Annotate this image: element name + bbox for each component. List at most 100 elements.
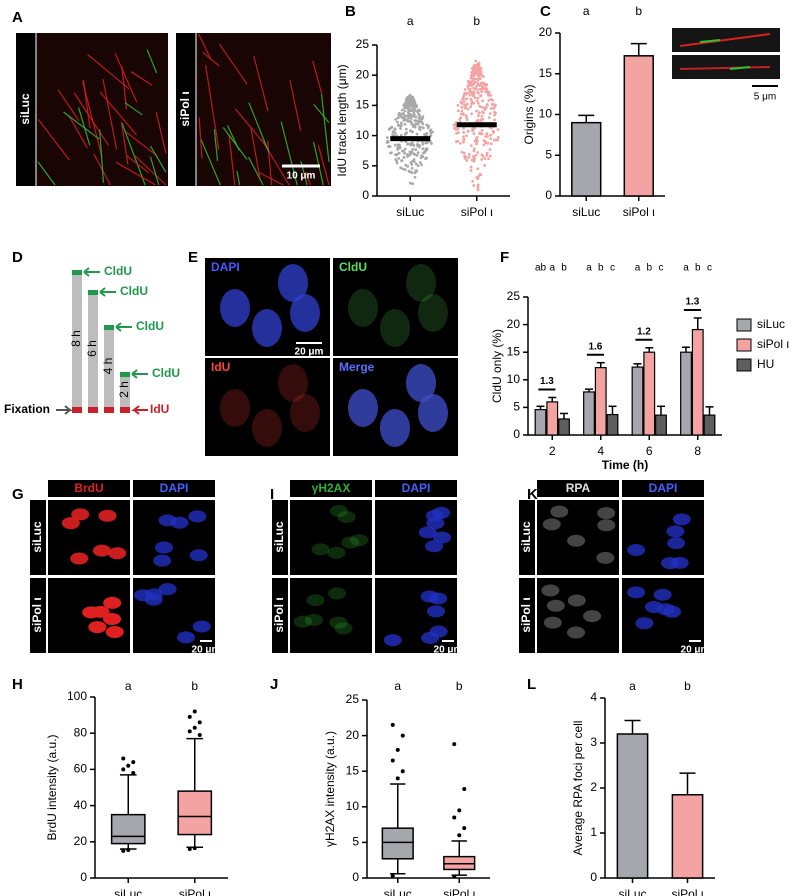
y-tick-label: 40 — [74, 798, 88, 812]
panel-letter: H — [12, 676, 23, 693]
point-cloud — [469, 165, 473, 169]
nucleus — [348, 289, 378, 327]
point-cloud — [425, 156, 428, 160]
point-cloud — [484, 135, 487, 139]
point-cloud — [395, 159, 399, 163]
point-cloud — [393, 143, 397, 147]
nucleus — [380, 309, 410, 347]
arrow — [131, 405, 148, 415]
nucleus — [176, 631, 195, 644]
point-cloud — [482, 106, 486, 110]
x-tick-label: 4 — [597, 444, 604, 458]
dna-fiber — [37, 161, 56, 186]
bar — [691, 328, 704, 436]
dna-fiber — [257, 171, 284, 186]
label-strip — [272, 578, 288, 653]
point-cloud — [472, 94, 475, 98]
point-cloud — [414, 115, 418, 119]
duration-label: 4 h — [101, 358, 115, 375]
dna-fiber — [198, 117, 203, 159]
nucleus — [337, 511, 356, 524]
group-letter: a — [583, 4, 590, 18]
point-cloud — [467, 155, 471, 159]
dna-fiber — [228, 134, 236, 186]
point-cloud — [480, 158, 484, 161]
point-cloud — [456, 109, 460, 113]
bar — [571, 121, 602, 197]
nucleus — [418, 294, 448, 332]
outlier — [192, 846, 197, 851]
dna-fiber — [317, 144, 330, 186]
label-strip — [30, 500, 46, 575]
point-cloud — [485, 89, 489, 93]
nucleus — [220, 389, 250, 427]
dna-fiber — [114, 52, 138, 103]
legend-swatch — [736, 358, 752, 372]
y-axis-label: CldU only (%) — [490, 329, 504, 403]
point-cloud — [421, 122, 425, 126]
point-cloud — [416, 123, 420, 126]
duration-label: 8 h — [69, 330, 83, 347]
group-letter: b — [684, 679, 691, 693]
point-cloud — [399, 133, 403, 137]
nucleus — [348, 389, 378, 427]
point-cloud — [462, 130, 466, 134]
dna-fiber — [102, 78, 118, 150]
bar — [583, 391, 595, 436]
point-cloud — [480, 85, 484, 88]
point-cloud — [465, 118, 469, 121]
bar — [631, 366, 644, 436]
point-cloud — [463, 106, 467, 110]
point-cloud — [413, 101, 417, 105]
y-tick-label: 25 — [507, 289, 521, 303]
micrograph — [537, 578, 619, 653]
dna-fiber — [124, 102, 143, 116]
nucleus — [61, 517, 80, 530]
x-tick-label: siLuc — [384, 887, 412, 896]
point-cloud — [413, 123, 417, 126]
point-cloud — [399, 166, 403, 170]
point-cloud — [402, 113, 406, 117]
y-tick-label: 20 — [74, 834, 88, 848]
nucleus — [189, 549, 208, 562]
y-tick-label: 20 — [507, 317, 521, 331]
point-cloud — [473, 96, 477, 100]
point-cloud — [462, 126, 465, 130]
point-cloud — [475, 99, 479, 103]
point-cloud — [470, 74, 473, 77]
bar — [703, 414, 716, 436]
point-cloud — [454, 123, 457, 126]
point-cloud — [488, 148, 492, 151]
point-cloud — [391, 130, 395, 134]
point-cloud — [482, 83, 486, 87]
point-cloud — [476, 188, 480, 192]
nucleus — [328, 587, 347, 600]
x-tick-label: siLuc — [618, 887, 646, 896]
x-tick-label: 6 — [646, 444, 653, 458]
point-cloud — [411, 182, 415, 186]
scale-label: 20 μm — [295, 347, 324, 358]
micrograph — [133, 500, 215, 575]
point-cloud — [411, 95, 415, 99]
dna-fiber — [313, 103, 330, 124]
point-cloud — [477, 61, 481, 65]
dna-fiber — [123, 130, 158, 157]
point-cloud — [403, 122, 407, 126]
point-cloud — [472, 72, 476, 76]
point-cloud — [406, 154, 409, 158]
point-cloud — [492, 110, 496, 114]
point-cloud — [403, 132, 407, 136]
point-cloud — [488, 154, 492, 158]
panel-letter: F — [500, 249, 509, 266]
point-cloud — [475, 142, 478, 146]
y-tick-label: 20 — [356, 67, 370, 81]
point-cloud — [411, 147, 415, 151]
group-letter: c — [658, 263, 663, 274]
nucleus — [220, 289, 250, 327]
point-cloud — [406, 119, 410, 123]
point-cloud — [421, 147, 425, 151]
panel-letter: B — [345, 3, 356, 20]
point-cloud — [485, 151, 489, 155]
point-cloud — [421, 155, 425, 159]
x-tick-label: siLuc — [114, 887, 142, 896]
